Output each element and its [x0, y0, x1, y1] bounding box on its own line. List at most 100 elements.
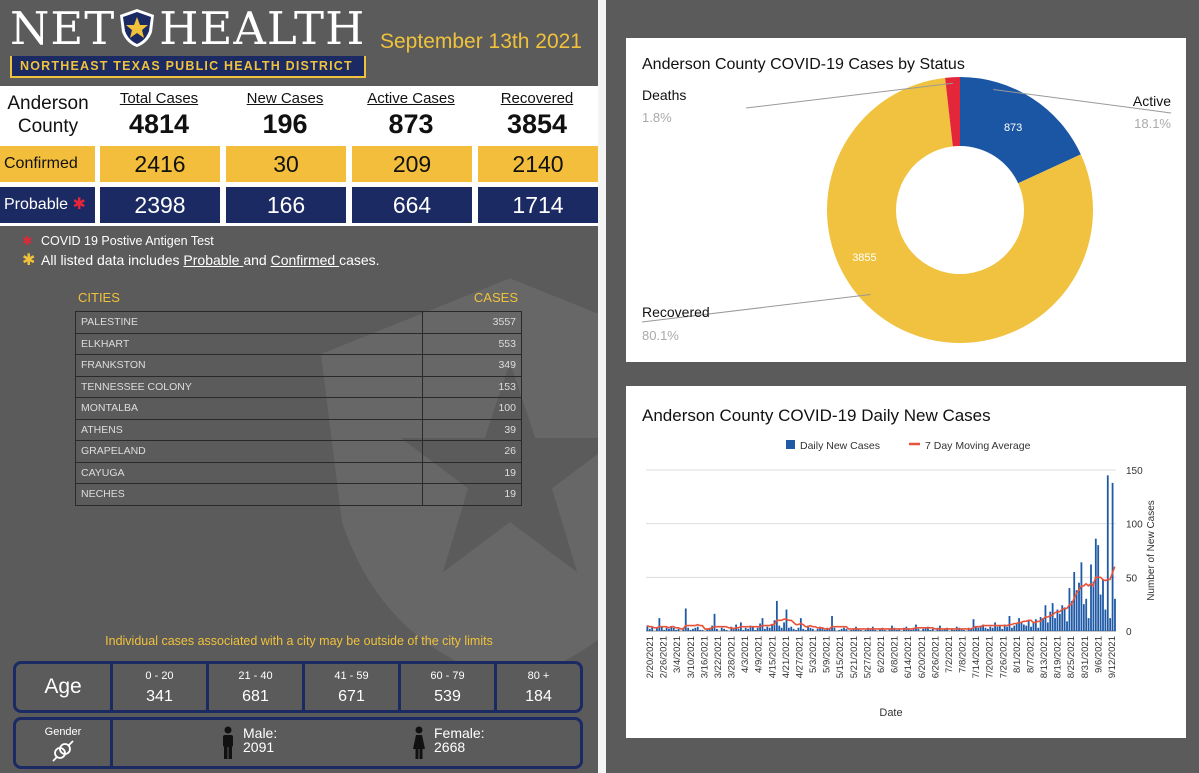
- x-tick-label: 5/27/2021: [862, 636, 873, 678]
- table-row: Elkhart 553: [75, 332, 522, 355]
- probable-active: 664: [352, 187, 472, 223]
- bar: [1099, 594, 1102, 631]
- bar: [802, 628, 805, 631]
- x-tick-label: 7/8/2021: [958, 636, 969, 673]
- logo-text-right: HEALTH: [159, 2, 366, 55]
- bar: [783, 622, 785, 631]
- bar: [1034, 619, 1037, 631]
- age-group: 0 - 20 341: [113, 664, 209, 710]
- bar: [768, 627, 771, 631]
- leader-active: [993, 89, 1172, 114]
- age-group: 41 - 59 671: [305, 664, 401, 710]
- x-tick-label: 8/19/2021: [1053, 636, 1064, 678]
- x-tick-label: 5/15/2021: [835, 636, 846, 678]
- bar: [845, 628, 848, 631]
- bar: [1058, 613, 1061, 631]
- city-name: Grapeland: [75, 440, 423, 463]
- bar: [749, 625, 752, 631]
- active-cases-header: Active Cases 873: [367, 90, 455, 139]
- bar: [1109, 618, 1112, 631]
- x-tick-label: 3/4/2021: [672, 636, 683, 673]
- bar: [960, 628, 963, 631]
- gender-box: Gender Male: 2091 Female: 2668: [13, 717, 583, 769]
- bar: [838, 629, 841, 631]
- x-tick-label: 6/14/2021: [903, 636, 914, 678]
- bar: [725, 629, 728, 631]
- bar: [850, 629, 853, 631]
- bar: [658, 618, 661, 631]
- bar: [799, 618, 802, 631]
- y-tick-label: 100: [1126, 520, 1143, 531]
- y-axis-label: Number of New Cases: [1146, 500, 1157, 601]
- bar: [819, 626, 821, 631]
- x-tick-label: 4/21/2021: [781, 636, 792, 678]
- bar: [1001, 628, 1004, 631]
- x-tick-label: 8/13/2021: [1039, 636, 1050, 678]
- bar: [984, 627, 987, 631]
- x-tick-label: 3/10/2021: [686, 636, 697, 678]
- age-label: Age: [16, 664, 113, 710]
- table-row: Athens 39: [75, 418, 522, 441]
- bar: [898, 628, 901, 631]
- city-cases: 349: [422, 354, 522, 377]
- bar: [998, 625, 1001, 631]
- bar: [975, 626, 977, 631]
- bar: [792, 628, 795, 631]
- x-tick-label: 8/25/2021: [1066, 636, 1077, 678]
- x-tick-label: 4/27/2021: [794, 636, 805, 678]
- age-group: 21 - 40 681: [209, 664, 305, 710]
- bar: [1092, 581, 1095, 631]
- x-tick-label: 2/20/2021: [645, 636, 656, 678]
- table-row: Palestine 3557: [75, 311, 522, 334]
- recovered-header: Recovered 3854: [500, 90, 574, 139]
- percent-recovered: 80.1%: [642, 328, 679, 343]
- bar: [763, 628, 766, 631]
- table-row: Grapeland 26: [75, 440, 522, 463]
- bar: [883, 629, 886, 631]
- bar: [723, 628, 726, 631]
- bar: [797, 627, 800, 631]
- y-tick-label: 50: [1126, 573, 1138, 584]
- legend-daily: Daily New Cases: [800, 440, 880, 452]
- bar: [1027, 620, 1030, 631]
- bar: [1056, 609, 1059, 631]
- confirmed-recovered: 2140: [478, 146, 598, 182]
- y-tick-label: 150: [1126, 466, 1143, 477]
- bar: [744, 627, 747, 631]
- bar: [811, 628, 814, 631]
- daily-cases-chart: Daily New Cases 7 Day Moving Average 0 50 10…: [645, 440, 1157, 719]
- bar: [1080, 562, 1083, 631]
- bar: [1003, 624, 1006, 631]
- bar: [852, 628, 855, 631]
- city-cases: 19: [422, 461, 522, 484]
- bar: [1051, 603, 1054, 631]
- bar: [684, 608, 687, 631]
- left-panel: NET HEALTH NORTHEAST TEXAS PUBLIC HEALTH …: [0, 0, 598, 773]
- cities-table: Palestine 3557 Elkhart 553 Frankston 349 Tenne…: [75, 311, 522, 506]
- bar: [977, 627, 980, 631]
- bar: [687, 627, 690, 631]
- note-data-includes: ✱ All listed data includes Probable and C…: [22, 252, 380, 269]
- y-tick-label: 0: [1126, 627, 1132, 638]
- bar: [979, 625, 982, 631]
- report-date: September 13th 2021: [380, 30, 582, 53]
- bar: [943, 628, 946, 631]
- female-icon: [413, 726, 425, 759]
- bar: [692, 628, 694, 631]
- bar: [1049, 611, 1052, 631]
- bar: [1054, 618, 1056, 631]
- bar: [787, 627, 790, 631]
- city-name: Cayuga: [75, 461, 423, 484]
- x-tick-label: 7/14/2021: [971, 636, 982, 678]
- x-tick-label: 4/15/2021: [767, 636, 778, 678]
- bar: [677, 628, 680, 631]
- x-tick-label: 8/1/2021: [1012, 636, 1023, 673]
- bar: [1037, 627, 1040, 631]
- bar: [706, 628, 709, 631]
- city-name: Montalba: [75, 397, 423, 420]
- logo-text-left: NET: [10, 2, 116, 55]
- bar: [922, 628, 925, 631]
- note-antigen: ✱ COVID 19 Postive Antigen Test: [22, 232, 380, 251]
- x-tick-label: 8/7/2021: [1025, 636, 1036, 673]
- x-tick-label: 6/2/2021: [876, 636, 887, 673]
